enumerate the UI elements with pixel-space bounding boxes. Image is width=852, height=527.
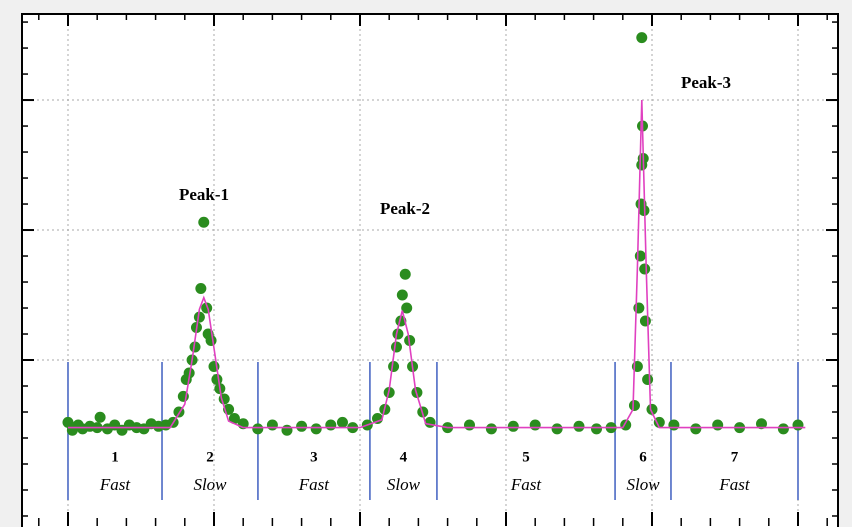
region-mode: Fast (99, 475, 132, 494)
data-point (336, 416, 348, 428)
data-point (392, 328, 404, 340)
fit-line (68, 99, 806, 429)
data-point (94, 411, 106, 423)
region-mode: Slow (626, 475, 660, 494)
region-number: 1 (111, 449, 119, 465)
data-point (401, 302, 413, 314)
region-number: 7 (731, 449, 739, 465)
plot-frame (21, 13, 839, 527)
data-point (653, 416, 665, 428)
data-point (205, 335, 217, 347)
data-point (390, 341, 402, 353)
region-mode: Fast (510, 475, 543, 494)
plot-area (22, 14, 838, 527)
data-point (252, 423, 264, 435)
data-point (573, 420, 585, 432)
data-point (198, 216, 210, 228)
data-point (195, 283, 207, 295)
data-point (281, 424, 293, 436)
data-point (642, 374, 654, 386)
data-point (325, 419, 337, 431)
data-point (228, 413, 240, 425)
data-point (591, 423, 603, 435)
data-point (529, 419, 541, 431)
data-point (201, 302, 213, 314)
data-point (193, 311, 205, 323)
plot-layer: 1 Fast 2 Slow 3 Fast 4 Slow 5 Fast 6 Slow 7 Fast Peak-… (22, 14, 838, 526)
data-point (266, 419, 278, 431)
data-point (646, 403, 658, 415)
data-point (296, 420, 308, 432)
data-point (639, 263, 651, 275)
data-point (777, 423, 789, 435)
data-point (690, 423, 702, 435)
region-number: 3 (310, 449, 318, 465)
region-number: 5 (522, 449, 530, 465)
data-point (628, 400, 640, 412)
region-mode: Slow (387, 475, 421, 494)
data-point (388, 361, 400, 373)
data-point (372, 413, 384, 425)
data-point (507, 420, 519, 432)
data-point (634, 250, 646, 262)
data-point (551, 423, 563, 435)
peak-label: Peak-3 (681, 73, 731, 92)
data-point (310, 423, 322, 435)
region-mode: Fast (718, 475, 751, 494)
peak-label: Peak-2 (380, 199, 430, 218)
data-point (463, 419, 475, 431)
data-point (424, 416, 436, 428)
data-point (633, 302, 645, 314)
data-point (668, 419, 680, 431)
data-point (399, 268, 411, 280)
region-mode: Slow (193, 475, 227, 494)
region-number: 4 (400, 449, 408, 465)
data-point (712, 419, 724, 431)
region-number: 6 (639, 449, 647, 465)
region-number: 2 (206, 449, 214, 465)
data-point (755, 418, 767, 430)
data-point (189, 341, 201, 353)
peak-label: Peak-1 (179, 185, 229, 204)
data-point (485, 423, 497, 435)
data-point (792, 419, 804, 431)
data-point (639, 315, 651, 327)
region-mode: Fast (298, 475, 331, 494)
data-point (396, 289, 408, 301)
data-point (636, 32, 648, 44)
